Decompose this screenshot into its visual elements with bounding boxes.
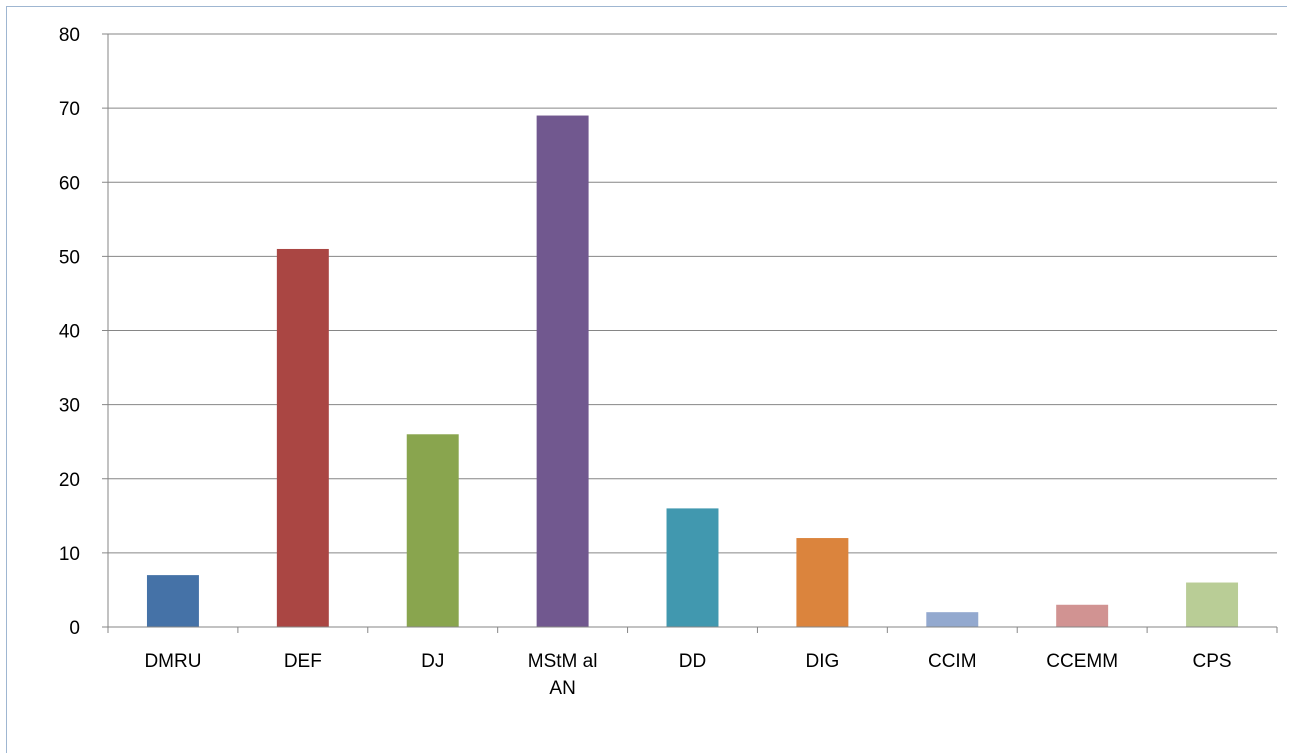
x-tick-label-line: DMRU xyxy=(144,651,201,672)
y-tick-label: 40 xyxy=(59,322,80,343)
x-tick-labels: DMRU DEF DJ MStM al AN DD DIG CCIM CCEMM CPS xyxy=(144,651,1231,699)
x-tick-label: CCIM xyxy=(928,651,977,672)
y-tick-label: 30 xyxy=(59,396,80,417)
bar xyxy=(926,612,979,627)
bar xyxy=(666,508,719,627)
x-tick-label-line: CPS xyxy=(1193,651,1232,672)
axes xyxy=(102,33,1278,633)
x-tick-label: DIG xyxy=(805,651,839,672)
bar xyxy=(276,248,329,627)
x-tick-label: MStM al AN xyxy=(528,651,598,699)
x-tick-label: DMRU xyxy=(144,651,201,672)
bar xyxy=(406,434,459,627)
y-tick-label: 80 xyxy=(59,25,80,46)
bars xyxy=(146,115,1239,627)
x-tick-label-line: DIG xyxy=(805,651,839,672)
bar xyxy=(796,538,849,627)
y-tick-label: 20 xyxy=(59,470,80,491)
bar xyxy=(536,115,589,627)
y-tick-labels: 0 10 20 30 40 50 60 70 80 xyxy=(59,25,80,639)
x-tick-label: DEF xyxy=(284,651,322,672)
y-tick-label: 0 xyxy=(69,618,80,639)
y-tick-label: 10 xyxy=(59,544,80,565)
bar xyxy=(146,575,199,627)
x-tick-label-line: MStM al xyxy=(528,651,598,672)
y-tick-label: 50 xyxy=(59,247,80,268)
y-tick-label: 60 xyxy=(59,173,80,194)
x-tick-label-line: CCEMM xyxy=(1046,651,1118,672)
x-tick-label-line: AN xyxy=(549,678,575,699)
x-tick-label-line: DD xyxy=(679,651,706,672)
x-tick-label-line: DJ xyxy=(421,651,444,672)
chart-frame xyxy=(6,6,1287,753)
bar xyxy=(1186,582,1239,627)
y-tick-label: 70 xyxy=(59,99,80,120)
x-tick-label-line: CCIM xyxy=(928,651,977,672)
x-tick-label: DD xyxy=(679,651,706,672)
x-tick-label: CPS xyxy=(1193,651,1232,672)
bar xyxy=(1056,604,1109,627)
x-tick-label-line: DEF xyxy=(284,651,322,672)
x-tick-label: CCEMM xyxy=(1046,651,1118,672)
x-tick-label: DJ xyxy=(421,651,444,672)
